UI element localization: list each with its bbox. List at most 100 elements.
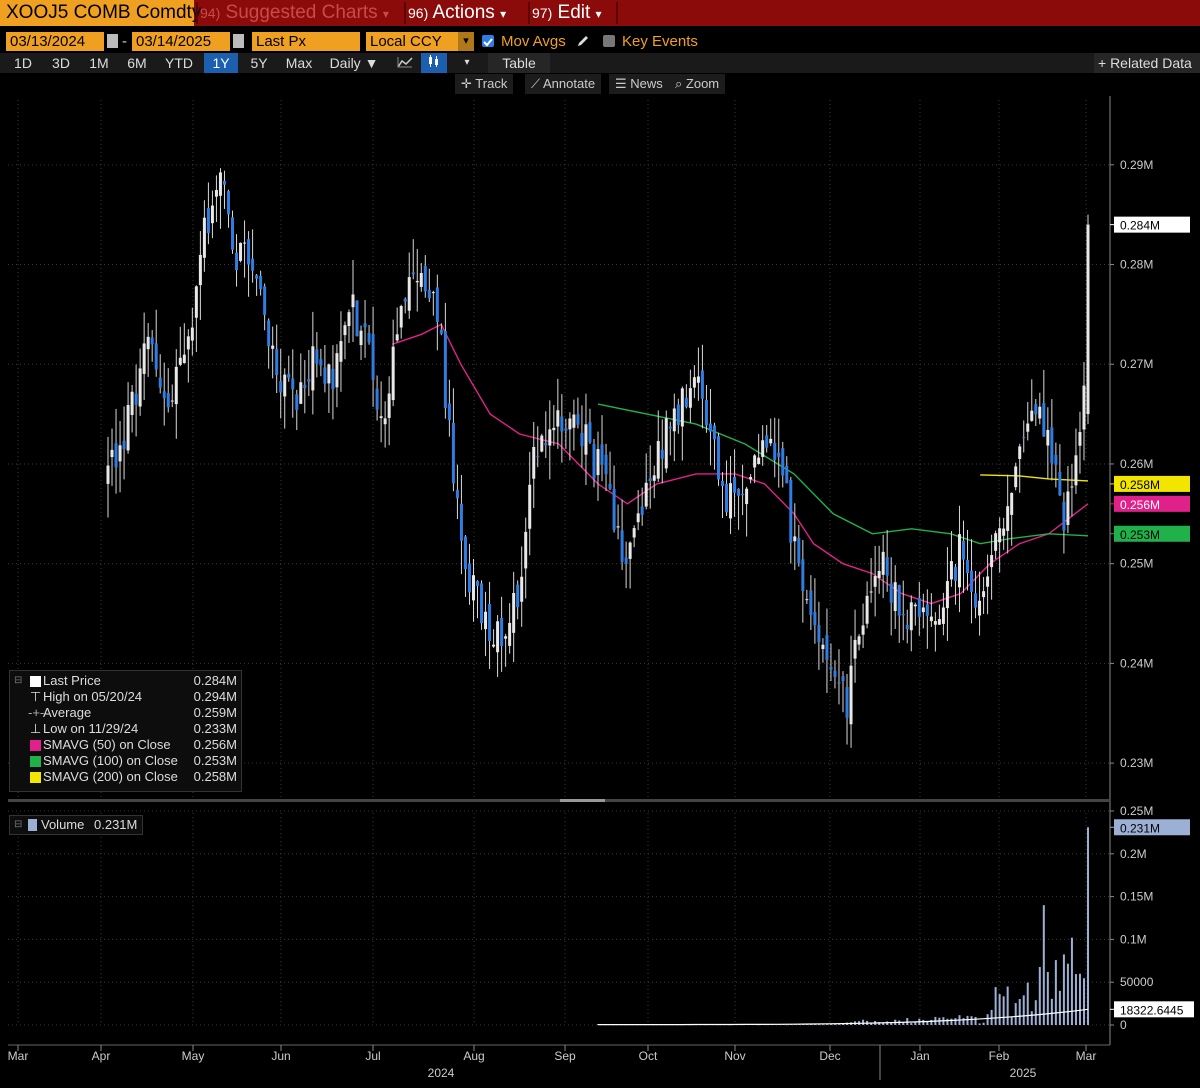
range-5y[interactable]: 5Y	[250, 55, 268, 71]
low-marker-icon: ⊥	[30, 721, 42, 736]
line-chart-icon[interactable]	[392, 53, 418, 73]
annotate-icon: ⟋	[531, 76, 541, 91]
range-3d[interactable]: 3D	[52, 55, 70, 71]
volume-bar	[829, 1024, 832, 1025]
candle-body	[921, 607, 925, 613]
calendar-icon[interactable]	[107, 34, 118, 48]
news-button[interactable]: ☰ News	[609, 74, 669, 94]
annotate-button[interactable]: ⟋ Annotate	[525, 74, 602, 94]
candle-body	[395, 334, 399, 341]
volume-bar	[966, 1015, 969, 1025]
candle-body	[463, 536, 467, 570]
candle-body	[604, 454, 608, 475]
x-tick-label: Feb	[989, 1049, 1010, 1063]
legend-high[interactable]: ⊤ High on 05/20/24 0.294M	[30, 689, 237, 704]
volume-bar	[906, 1017, 909, 1025]
actions-label: Actions	[432, 2, 495, 23]
candle-body	[226, 190, 230, 215]
x-tick-label: Oct	[639, 1049, 658, 1063]
range-1y[interactable]: 1Y	[204, 53, 238, 73]
volume-bar	[1018, 999, 1021, 1025]
currency-select[interactable]: Local CCY	[366, 32, 458, 51]
legend-sma50[interactable]: SMAVG (50) on Close 0.256M	[10, 737, 241, 753]
volume-bar	[878, 1022, 881, 1025]
range-ytd[interactable]: YTD	[165, 55, 193, 71]
volume-bar	[978, 1023, 981, 1025]
legend-sma100[interactable]: SMAVG (100) on Close 0.253M	[10, 753, 241, 769]
x-tick-label: Jul	[365, 1049, 380, 1063]
candle-body	[817, 625, 821, 643]
price-volume-chart[interactable]: 0.23M 0.24M 0.25M 0.26M 0.27M 0.28M 0.29M 0 5000…	[0, 96, 1200, 1088]
square-icon	[30, 756, 41, 767]
chevron-down-icon[interactable]: ▾	[464, 57, 470, 68]
volume-bar	[954, 1018, 957, 1025]
x-tick-label: Jan	[910, 1049, 929, 1063]
edit-button[interactable]: 97) Edit ▾	[532, 0, 602, 26]
candle-body	[271, 345, 275, 349]
frequency-select[interactable]: Daily ▼	[329, 55, 379, 71]
end-date-field[interactable]: 03/14/2025	[132, 32, 230, 51]
table-button[interactable]: Table	[488, 53, 550, 73]
collapse-icon: ⊟	[14, 819, 23, 830]
chevron-down-icon[interactable]: ▾	[458, 32, 474, 51]
candle-body	[206, 208, 210, 234]
candle-body	[335, 353, 339, 388]
range-1m[interactable]: 1M	[89, 55, 109, 71]
volume-legend[interactable]: ⊟ Volume 0.231M	[9, 815, 143, 835]
volume-bar	[1070, 937, 1073, 1025]
range-row: 1D 3D 1M 6M YTD 1Y 5Y Max Daily ▼ ▾ Tabl…	[0, 53, 1200, 73]
related-data-button[interactable]: + Related Data	[1094, 53, 1200, 73]
candle-body	[925, 604, 929, 616]
actions-button[interactable]: 96) Actions ▾	[408, 0, 506, 26]
candle-body	[813, 611, 817, 626]
ticker-field[interactable]: XOOJ5 COMB Comdty	[0, 0, 201, 26]
track-button[interactable]: ✛ Track	[455, 74, 514, 94]
candle-body	[773, 442, 777, 460]
field-select[interactable]: Last Px	[252, 32, 360, 51]
candle-body	[909, 602, 913, 631]
candle-body	[492, 644, 496, 647]
legend-low[interactable]: ⊥ Low on 11/29/24 0.233M	[30, 721, 237, 736]
candle-body	[970, 570, 974, 592]
volume-tick-label: 0	[1120, 1018, 1127, 1032]
x-tick-label: Aug	[463, 1049, 484, 1063]
suggested-charts-button[interactable]: 94) Suggested Charts ▾	[200, 0, 389, 26]
calendar-icon[interactable]	[233, 34, 244, 48]
range-6m[interactable]: 6M	[127, 55, 147, 71]
volume-bar	[1022, 995, 1025, 1025]
legend-average[interactable]: -+- Average 0.259M	[28, 705, 237, 720]
range-1d[interactable]: 1D	[14, 55, 32, 71]
candle-body	[789, 479, 793, 543]
volume-badge	[1114, 819, 1190, 836]
candle-body	[323, 367, 327, 384]
candle-body	[231, 217, 235, 250]
key-events-label[interactable]: Key Events	[622, 33, 698, 50]
start-date-field[interactable]: 03/13/2024	[6, 32, 104, 51]
candle-body	[170, 400, 174, 402]
candle-body	[556, 410, 560, 427]
candle-body	[994, 533, 998, 551]
high-marker-icon: ⊤	[30, 689, 42, 704]
candle-body	[1034, 404, 1038, 415]
volume-bar	[982, 1022, 985, 1025]
candle-body	[913, 604, 917, 607]
candle-body	[949, 561, 953, 580]
candle-body	[648, 478, 652, 482]
mov-avgs-checkbox[interactable]	[482, 35, 494, 47]
square-icon	[30, 740, 41, 751]
actions-num: 96)	[408, 5, 429, 21]
legend-sma200[interactable]: SMAVG (200) on Close 0.258M	[10, 769, 241, 785]
candle-body	[1082, 385, 1086, 430]
candle-body	[737, 488, 741, 496]
candle-body	[584, 424, 588, 455]
candle-body	[640, 506, 644, 515]
zoom-button[interactable]: ⌕ Zoom	[669, 74, 726, 94]
legend-last-price[interactable]: ⊟ Last Price 0.284M	[14, 673, 237, 688]
crosshair-icon: ✛	[461, 76, 472, 91]
pencil-icon[interactable]	[576, 34, 590, 48]
range-max[interactable]: Max	[285, 55, 313, 71]
key-events-checkbox[interactable]	[603, 35, 615, 47]
candle-chart-icon[interactable]	[421, 53, 447, 73]
candle-body	[544, 442, 548, 446]
mov-avgs-label[interactable]: Mov Avgs	[501, 33, 566, 50]
